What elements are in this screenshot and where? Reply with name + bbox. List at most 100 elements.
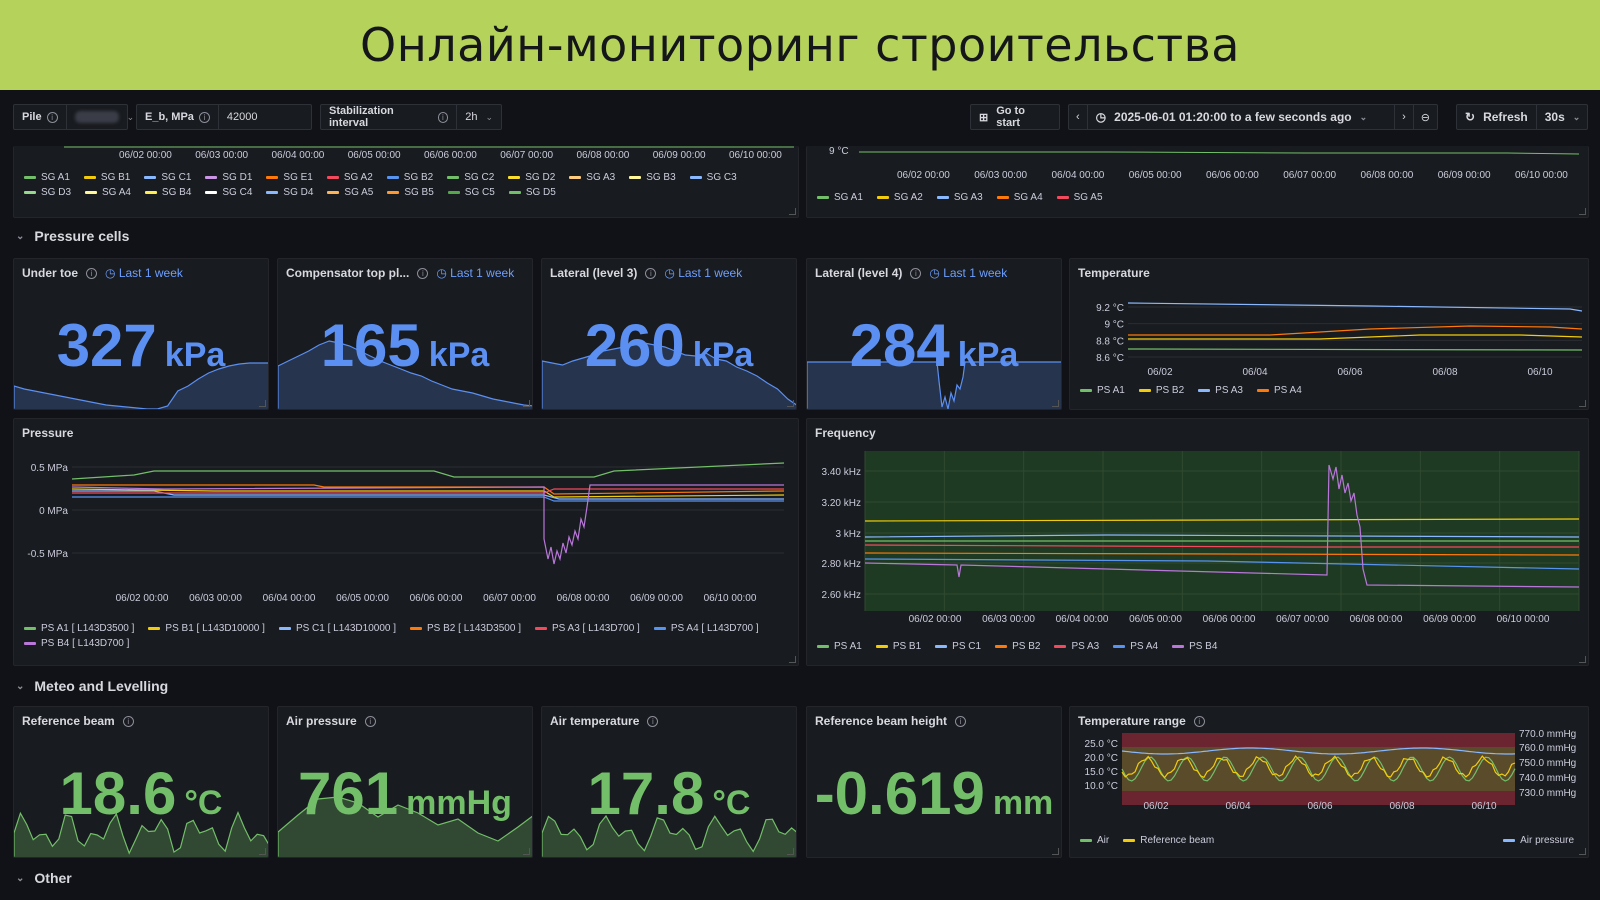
legend-item[interactable]: PS B1 (875, 641, 921, 652)
stat-number: 165 (320, 312, 421, 379)
legend-item[interactable]: SG C1 (144, 172, 191, 183)
legend-item[interactable]: SG A2 (326, 172, 373, 183)
temperature-range-panel[interactable]: Temperature range i 25.0 °C 20.0 °C 15.0 °C… (1069, 706, 1589, 858)
legend-item[interactable]: PS B1 [ L143D10000 ] (148, 623, 265, 634)
resize-handle[interactable] (1579, 848, 1586, 855)
resize-handle[interactable] (1579, 400, 1586, 407)
stat-panel[interactable]: Air pressure i 761 mmHg (277, 706, 533, 858)
legend-item[interactable]: SG B4 (144, 187, 191, 198)
legend-item[interactable]: SG B2 (386, 172, 433, 183)
stabilization-variable[interactable]: Stabilization interval i 2h ⌄ (320, 104, 502, 130)
legend-label: PS B4 (1189, 641, 1218, 652)
legend-item[interactable]: SG D5 (508, 187, 556, 198)
legend-item[interactable]: PS A1 [ L143D3500 ] (24, 623, 134, 634)
eb-variable[interactable]: E_b, MPa i 42000 (136, 104, 312, 130)
resize-handle[interactable] (787, 848, 794, 855)
legend-item[interactable]: SG E1 (266, 172, 313, 183)
legend-item[interactable]: PS B4 (1172, 641, 1217, 652)
legend-item[interactable]: PS A4 [ L143D700 ] (653, 623, 759, 634)
legend-item[interactable]: PS B2 (1138, 385, 1184, 396)
legend-item[interactable]: SG A4 (996, 192, 1043, 203)
resize-handle[interactable] (259, 400, 266, 407)
legend-item[interactable]: PS A3 [ L143D700 ] (534, 623, 640, 634)
legend-item[interactable]: PS A4 (1256, 385, 1302, 396)
stat-panel[interactable]: Under toe i ◷ Last 1 week 327 kPa (13, 258, 269, 410)
frequency-panel[interactable]: Frequency 3.40 kHz 3.20 kHz 3 kHz 2.80 kHz 2… (806, 418, 1589, 666)
legend-item[interactable]: PS B2 (995, 641, 1040, 652)
stat-panel[interactable]: Compensator top pl... i ◷ Last 1 week 165 kP… (277, 258, 533, 410)
resize-handle[interactable] (789, 656, 796, 663)
stabilization-select[interactable]: 2h ⌄ (457, 105, 501, 129)
legend-item[interactable]: SG B3 (629, 172, 676, 183)
legend-label: PS A3 (1071, 641, 1100, 652)
legend-item[interactable]: SG D2 (508, 172, 555, 183)
row-other[interactable]: ⌄ Other (16, 870, 72, 886)
legend-item[interactable]: SG A1 (817, 192, 863, 203)
legend-item[interactable]: SG C3 (689, 172, 737, 183)
time-range-picker[interactable]: ‹ ◷ 2025-06-01 01:20:00 to a few seconds … (1068, 104, 1438, 130)
stat-panel[interactable]: Air temperature i 17.8 °C (541, 706, 797, 858)
legend-item[interactable]: Air (1080, 835, 1109, 846)
resize-handle[interactable] (523, 400, 530, 407)
legend-item[interactable]: SG C2 (447, 172, 494, 183)
go-to-start-button[interactable]: ⊞ Go to start (970, 104, 1060, 130)
strain-temperature-panel[interactable]: 9 °C 06/02 00:00 06/03 00:00 06/04 00:00 06… (806, 146, 1589, 218)
resize-handle[interactable] (1052, 400, 1059, 407)
legend-item[interactable]: PS B2 [ L143D3500 ] (410, 623, 521, 634)
resize-handle[interactable] (523, 848, 530, 855)
tick-label: 730.0 mmHg (1519, 788, 1576, 799)
time-back-button[interactable]: ‹ (1069, 105, 1088, 129)
legend-item[interactable]: PS C1 [ L143D10000 ] (278, 623, 396, 634)
legend-item[interactable]: SG B1 (83, 172, 130, 183)
resize-handle[interactable] (259, 848, 266, 855)
legend-label: SG C1 (161, 172, 192, 183)
eb-input[interactable]: 42000 (226, 111, 258, 123)
row-meteo-levelling[interactable]: ⌄ Meteo and Levelling (16, 678, 168, 694)
legend-item[interactable]: Reference beam (1123, 835, 1214, 846)
legend-item[interactable]: SG A5 (327, 187, 373, 198)
legend-swatch (1503, 839, 1516, 842)
legend-item[interactable]: Air pressure (1503, 835, 1574, 846)
legend-item[interactable]: PS A1 (1080, 385, 1125, 396)
stat-panel[interactable]: Reference beam i 18.6 °C (13, 706, 269, 858)
stat-panel[interactable]: Reference beam height i -0.619 mm (806, 706, 1062, 858)
legend-item[interactable]: PS A1 (817, 641, 862, 652)
resize-handle[interactable] (1052, 848, 1059, 855)
resize-handle[interactable] (787, 400, 794, 407)
legend-item[interactable]: PS B4 [ L143D700 ] (24, 638, 129, 649)
legend-item[interactable]: SG C5 (447, 187, 495, 198)
refresh-interval-select[interactable]: 30s ⌄ (1537, 105, 1589, 129)
legend-item[interactable]: SG B5 (387, 187, 434, 198)
resize-handle[interactable] (1579, 208, 1586, 215)
pile-variable[interactable]: Pile i ⌄ (13, 104, 134, 130)
time-range-select[interactable]: ◷ 2025-06-01 01:20:00 to a few seconds ag… (1088, 105, 1394, 129)
pressure-panel[interactable]: Pressure 0.5 MPa 0 MPa -0.5 MPa 06/02 00:00… (13, 418, 799, 666)
stat-panel[interactable]: Lateral (level 4) i ◷ Last 1 week 284 kPa (806, 258, 1062, 410)
legend-item[interactable]: PS C1 (935, 641, 981, 652)
resize-handle[interactable] (1579, 656, 1586, 663)
legend-item[interactable]: SG A3 (569, 172, 615, 183)
legend-item[interactable]: SG A3 (936, 192, 983, 203)
temperature-panel[interactable]: Temperature 9.2 °C 9 °C 8.8 °C 8.6 °C 06/02 0… (1069, 258, 1589, 410)
legend-item[interactable]: SG A4 (85, 187, 131, 198)
pile-select[interactable]: ⌄ (67, 105, 143, 129)
legend-item[interactable]: PS A4 (1113, 641, 1158, 652)
refresh-picker[interactable]: ↻ Refresh 30s ⌄ (1456, 104, 1588, 130)
time-forward-button[interactable]: › (1394, 105, 1413, 129)
legend-item[interactable]: PS A3 (1198, 385, 1243, 396)
legend-item[interactable]: SG A2 (876, 192, 923, 203)
strain-gauges-panel[interactable]: 06/02 00:00 06/03 00:00 06/04 00:00 06/05 0… (13, 146, 799, 218)
stat-panel[interactable]: Lateral (level 3) i ◷ Last 1 week 260 kPa (541, 258, 797, 410)
legend-item[interactable]: PS A3 (1054, 641, 1099, 652)
legend-item[interactable]: SG D4 (266, 187, 313, 198)
resize-handle[interactable] (789, 208, 796, 215)
legend-item[interactable]: SG D1 (205, 172, 252, 183)
refresh-button[interactable]: ↻ Refresh (1457, 105, 1537, 129)
legend-item[interactable]: SG C4 (205, 187, 252, 198)
legend-label: SG C5 (464, 187, 495, 198)
legend-item[interactable]: SG A1 (24, 172, 70, 183)
zoom-out-button[interactable]: ⊖ (1412, 105, 1437, 129)
row-pressure-cells[interactable]: ⌄ Pressure cells (16, 228, 129, 244)
legend-item[interactable]: SG A5 (1056, 192, 1103, 203)
legend-item[interactable]: SG D3 (24, 187, 71, 198)
